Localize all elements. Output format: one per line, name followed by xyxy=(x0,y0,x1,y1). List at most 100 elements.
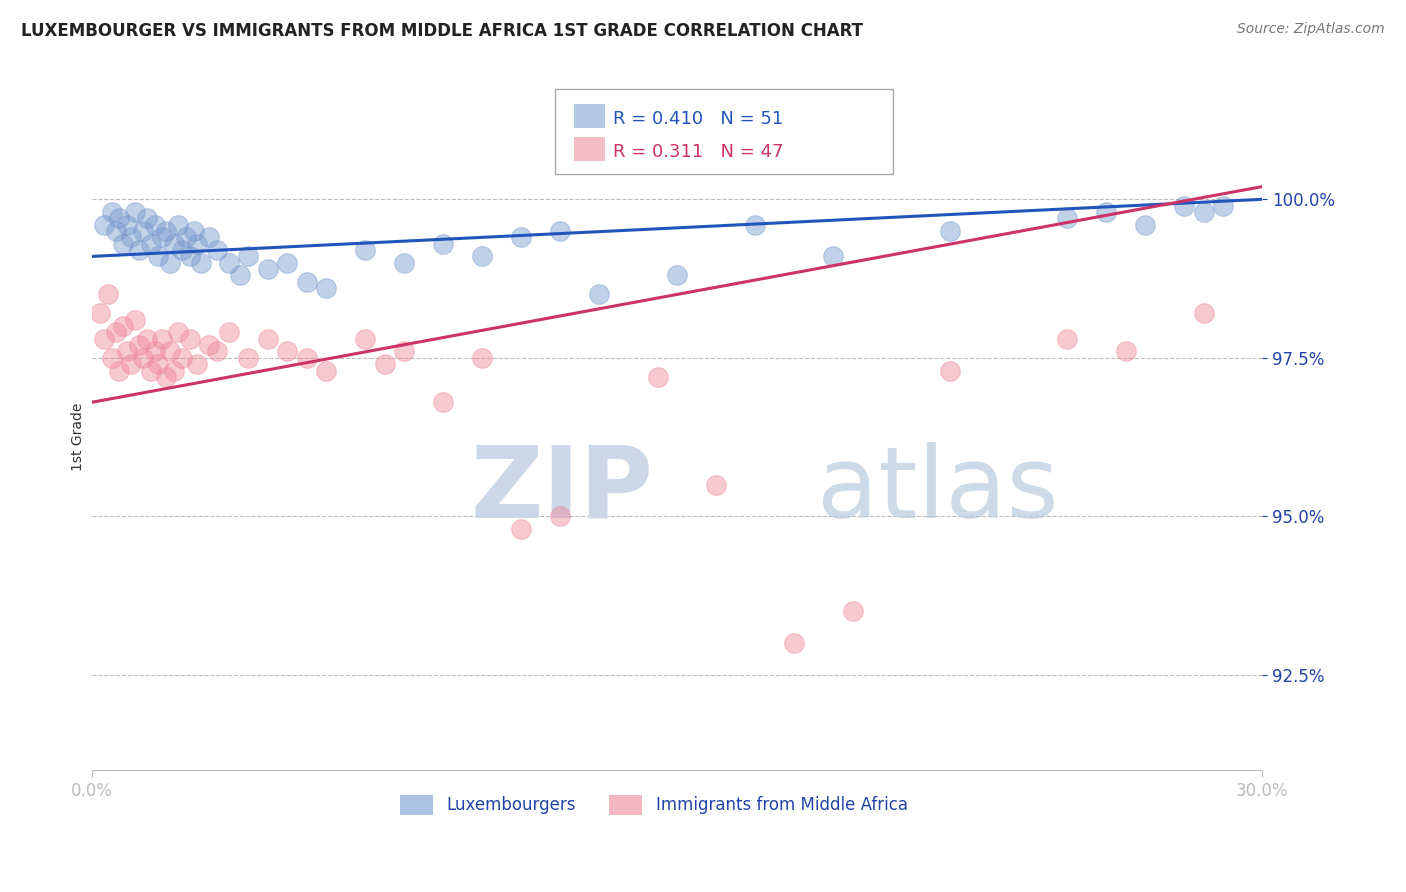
Point xyxy=(548,509,571,524)
Point xyxy=(186,357,208,371)
Point xyxy=(155,224,177,238)
Point xyxy=(1095,205,1118,219)
Text: R = 0.311   N = 47: R = 0.311 N = 47 xyxy=(613,143,783,161)
Point xyxy=(276,256,298,270)
Point xyxy=(108,363,131,377)
Point xyxy=(432,395,454,409)
Point xyxy=(354,243,377,257)
Point xyxy=(276,344,298,359)
Point xyxy=(159,256,181,270)
Point xyxy=(238,351,260,365)
Point xyxy=(150,332,173,346)
Point xyxy=(939,224,962,238)
Point xyxy=(97,287,120,301)
Point xyxy=(1173,199,1195,213)
Point xyxy=(198,338,221,352)
Text: ZIP: ZIP xyxy=(471,442,654,539)
Point xyxy=(108,211,131,226)
Point xyxy=(315,281,337,295)
Point xyxy=(1192,205,1215,219)
Point xyxy=(179,332,201,346)
Point xyxy=(704,477,727,491)
Point xyxy=(295,275,318,289)
Point xyxy=(256,262,278,277)
Point xyxy=(132,351,155,365)
Point xyxy=(198,230,221,244)
Point xyxy=(155,369,177,384)
Point xyxy=(143,218,166,232)
Point xyxy=(256,332,278,346)
Text: Source: ZipAtlas.com: Source: ZipAtlas.com xyxy=(1237,22,1385,37)
Point xyxy=(112,236,135,251)
Point xyxy=(432,236,454,251)
Point xyxy=(93,332,115,346)
Point xyxy=(647,369,669,384)
Point xyxy=(100,351,122,365)
Point xyxy=(1115,344,1137,359)
Point xyxy=(135,332,157,346)
Point xyxy=(150,230,173,244)
Point xyxy=(1056,332,1078,346)
Point xyxy=(120,230,142,244)
Point xyxy=(510,522,533,536)
Point xyxy=(471,351,494,365)
Point xyxy=(666,268,689,283)
Point xyxy=(170,243,193,257)
Point xyxy=(163,236,186,251)
Legend: Luxembourgers, Immigrants from Middle Africa: Luxembourgers, Immigrants from Middle Af… xyxy=(392,788,914,822)
Point xyxy=(588,287,610,301)
Point xyxy=(163,363,186,377)
Point xyxy=(112,319,135,334)
Point xyxy=(1056,211,1078,226)
Point xyxy=(205,243,228,257)
Point xyxy=(295,351,318,365)
Point xyxy=(548,224,571,238)
Text: atlas: atlas xyxy=(817,442,1059,539)
Point xyxy=(148,249,170,263)
Point xyxy=(143,344,166,359)
Point xyxy=(128,338,150,352)
Y-axis label: 1st Grade: 1st Grade xyxy=(72,403,86,471)
Point xyxy=(823,249,845,263)
Point xyxy=(120,357,142,371)
Point xyxy=(218,256,240,270)
Point xyxy=(238,249,260,263)
Point xyxy=(374,357,396,371)
Text: LUXEMBOURGER VS IMMIGRANTS FROM MIDDLE AFRICA 1ST GRADE CORRELATION CHART: LUXEMBOURGER VS IMMIGRANTS FROM MIDDLE A… xyxy=(21,22,863,40)
Point xyxy=(170,351,193,365)
Point xyxy=(1133,218,1156,232)
Point xyxy=(179,249,201,263)
Point xyxy=(783,636,806,650)
Point xyxy=(104,326,127,340)
Point xyxy=(315,363,337,377)
Point xyxy=(117,218,139,232)
Point xyxy=(159,344,181,359)
Point xyxy=(190,256,212,270)
Point xyxy=(510,230,533,244)
Point xyxy=(841,605,863,619)
Point xyxy=(135,211,157,226)
Point xyxy=(128,243,150,257)
Point xyxy=(392,256,415,270)
Point xyxy=(218,326,240,340)
Text: R = 0.410   N = 51: R = 0.410 N = 51 xyxy=(613,110,783,128)
Point xyxy=(186,236,208,251)
Point xyxy=(744,218,766,232)
Point xyxy=(100,205,122,219)
Point xyxy=(104,224,127,238)
Point xyxy=(205,344,228,359)
Point xyxy=(183,224,205,238)
Point xyxy=(132,224,155,238)
Point xyxy=(392,344,415,359)
Point xyxy=(939,363,962,377)
Point xyxy=(1212,199,1234,213)
Point xyxy=(354,332,377,346)
Point xyxy=(229,268,252,283)
Point xyxy=(124,313,146,327)
Point xyxy=(1192,306,1215,320)
Point xyxy=(167,326,190,340)
Point xyxy=(167,218,190,232)
Point xyxy=(139,236,162,251)
Point xyxy=(148,357,170,371)
Point xyxy=(139,363,162,377)
